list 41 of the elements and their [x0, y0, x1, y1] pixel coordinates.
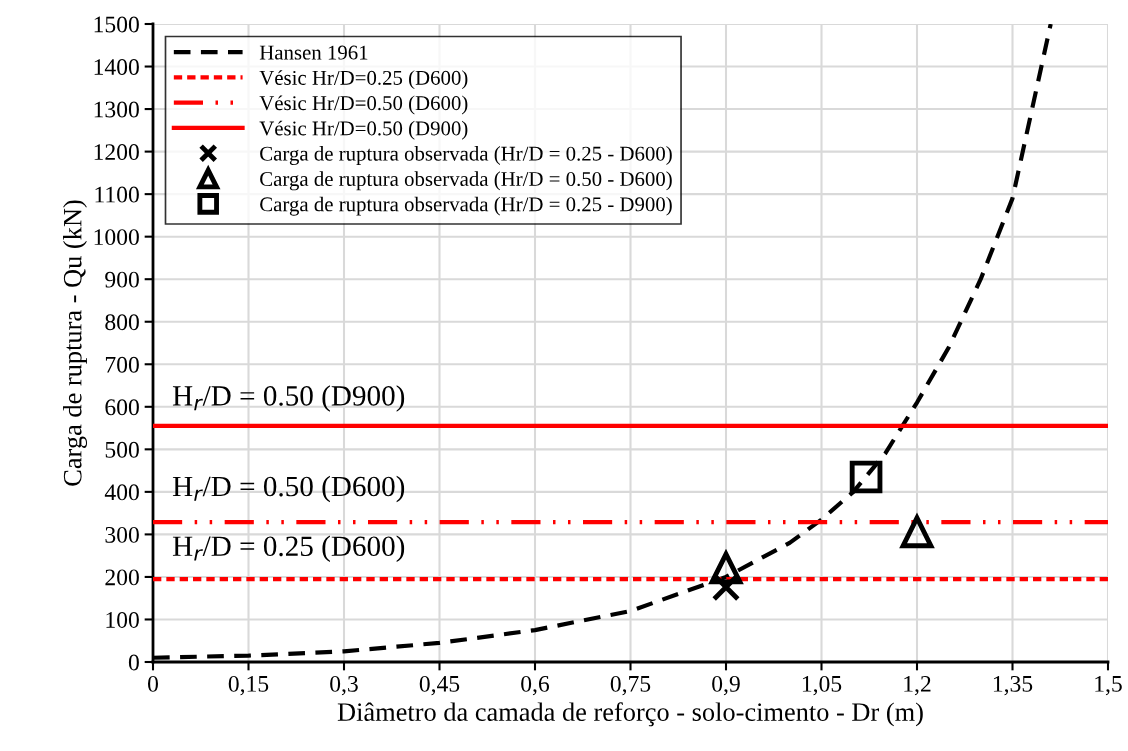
y-axis-title: Carga de ruptura - Qu (kN) — [63, 200, 88, 486]
y-tick-label: 700 — [105, 356, 139, 373]
legend-label: Vésic Hr/D=0.50 (D900) — [259, 120, 468, 140]
y-tick-label: 500 — [105, 441, 139, 458]
x-tick-label: 1,35 — [993, 675, 1033, 696]
annotation: H$_{r}$/D = 0.25 (D600) — [172, 535, 405, 563]
x-axis-title: Diâmetro da camada de reforço - solo-cimento - Dr (m) — [337, 702, 923, 727]
point — [849, 460, 883, 494]
legend-label: Hansen 1961 — [259, 45, 368, 60]
x-tick-label: 0,45 — [419, 675, 460, 696]
legend-label: Vésic Hr/D=0.25 (D600) — [259, 70, 468, 90]
annotation: H$_{r}$/D = 0.50 (D600) — [172, 475, 405, 503]
x-tick-label: 0,15 — [228, 675, 269, 696]
y-tick-label: 900 — [105, 271, 139, 288]
x-tick-label: 0,3 — [330, 675, 358, 696]
x-tick-label: 0,6 — [521, 675, 550, 696]
annotation: H$_{r}$/D = 0.50 (D900) — [172, 385, 405, 412]
legend-label: Carga de ruptura observada (Hr/D = 0.25 - D900) — [260, 196, 672, 216]
x-tick-label: 0,9 — [712, 675, 740, 696]
y-tick-label: 400 — [104, 484, 139, 501]
y-tick-label: 1100 — [95, 186, 139, 203]
legend-label: Carga de ruptura observada (Hr/D = 0.25 - D600) — [260, 146, 672, 165]
y-tick-label: 800 — [105, 314, 139, 331]
y-tick-label: 200 — [105, 569, 139, 586]
y-tick-label: 1000 — [94, 229, 139, 246]
y-tick-label: 1400 — [94, 59, 139, 75]
y-tick-label: 0 — [128, 654, 139, 671]
y-tick-label: 1500 — [94, 16, 139, 33]
y-tick-label: 1200 — [94, 144, 139, 161]
x-tick-label: 0,75 — [610, 675, 651, 696]
x-tick-label: 1,5 — [1095, 675, 1122, 696]
y-tick-label: 100 — [106, 611, 139, 628]
point — [708, 549, 744, 585]
y-tick-label: 1300 — [94, 101, 139, 118]
y-tick-label: 600 — [105, 399, 139, 416]
x-tick-label: 1,2 — [904, 675, 931, 696]
x-tick-label: 0 — [148, 675, 158, 692]
legend-label: Carga de ruptura observada (Hr/D = 0.50 - D600) — [260, 171, 672, 191]
legend-label: Vésic Hr/D=0.50 (D600) — [259, 95, 468, 115]
x-tick-label: 1,05 — [802, 675, 842, 696]
y-tick-label: 300 — [105, 526, 139, 543]
